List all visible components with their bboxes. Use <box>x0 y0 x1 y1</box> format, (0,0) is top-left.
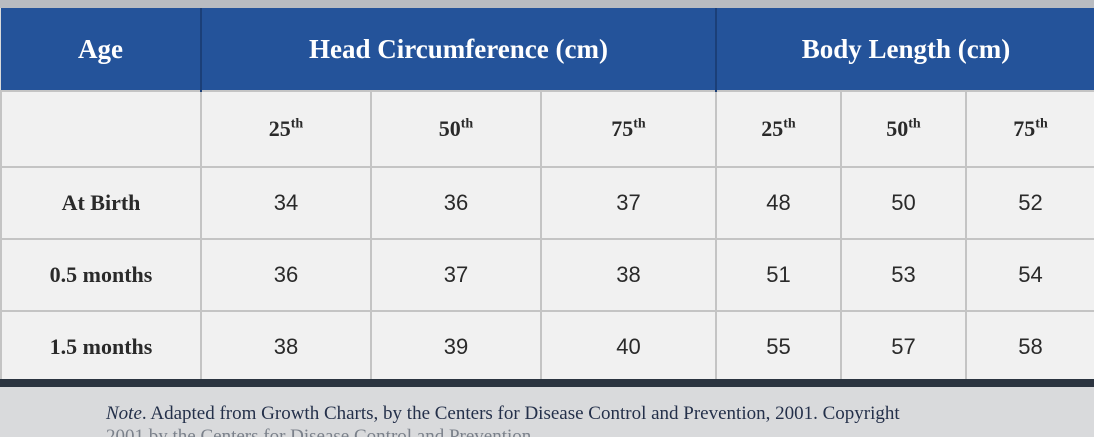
percentile-suffix: th <box>460 116 474 132</box>
value-cell: 40 <box>540 310 717 384</box>
value-cell: 55 <box>715 310 842 384</box>
age-cell: 1.5 months <box>0 310 202 384</box>
value-cell: 52 <box>964 166 1094 240</box>
percentile-suffix: th <box>783 116 796 132</box>
top-cut-strip <box>0 0 1094 8</box>
percentile-value: 50 <box>438 116 461 141</box>
value-cell: 39 <box>370 310 542 384</box>
value-cell: 51 <box>715 238 842 312</box>
percentile-cell: 75th <box>964 90 1094 168</box>
percentile-value: 25 <box>761 116 784 141</box>
value-cell: 36 <box>370 166 542 240</box>
percentile-row: 25th 50th 75th 25th 50th 75th <box>0 90 1094 168</box>
table-row: 0.5 months 36 37 38 51 53 54 <box>0 238 1094 312</box>
value-cell: 34 <box>200 166 372 240</box>
percentile-suffix: th <box>1035 116 1048 132</box>
percentile-suffix: th <box>908 116 921 132</box>
percentile-value: 50 <box>886 116 909 141</box>
header-age: Age <box>1 8 202 91</box>
value-cell: 38 <box>200 310 372 384</box>
value-cell: 58 <box>964 310 1094 384</box>
percentile-suffix: th <box>290 116 304 132</box>
value-cell: 48 <box>715 166 842 240</box>
percentile-cell: 50th <box>840 90 967 168</box>
percentile-cell: 25th <box>200 90 372 168</box>
percentile-empty-cell <box>0 90 202 168</box>
header-head-circumference: Head Circumference (cm) <box>201 8 717 91</box>
value-cell: 37 <box>370 238 542 312</box>
percentile-cell: 75th <box>540 90 717 168</box>
value-cell: 53 <box>840 238 967 312</box>
note-cut-line: 2001 by the Centers for Disease Control … <box>106 426 532 437</box>
value-cell: 57 <box>840 310 967 384</box>
age-cell: 0.5 months <box>0 238 202 312</box>
table-row: At Birth 34 36 37 48 50 52 <box>0 166 1094 240</box>
growth-table: Age Head Circumference (cm) Body Length … <box>0 8 1094 384</box>
percentile-value: 75 <box>1013 116 1036 141</box>
age-cell: At Birth <box>0 166 202 240</box>
value-cell: 54 <box>964 238 1094 312</box>
note-text: . Adapted from Growth Charts, by the Cen… <box>141 403 900 424</box>
percentile-cell: 25th <box>715 90 842 168</box>
growth-table-container: Age Head Circumference (cm) Body Length … <box>0 8 1094 384</box>
table-bottom-bar <box>0 379 1094 387</box>
header-body-length: Body Length (cm) <box>716 8 1094 91</box>
percentile-value: 75 <box>611 116 634 141</box>
table-header-row: Age Head Circumference (cm) Body Length … <box>1 8 1094 91</box>
table-note: Note. Adapted from Growth Charts, by the… <box>106 403 900 425</box>
percentile-cell: 50th <box>370 90 542 168</box>
value-cell: 37 <box>540 166 717 240</box>
percentile-value: 25 <box>268 116 291 141</box>
percentile-suffix: th <box>633 116 646 132</box>
value-cell: 36 <box>200 238 372 312</box>
note-label: Note <box>106 403 142 424</box>
value-cell: 50 <box>840 166 967 240</box>
table-row: 1.5 months 38 39 40 55 57 58 <box>0 310 1094 384</box>
value-cell: 38 <box>540 238 717 312</box>
